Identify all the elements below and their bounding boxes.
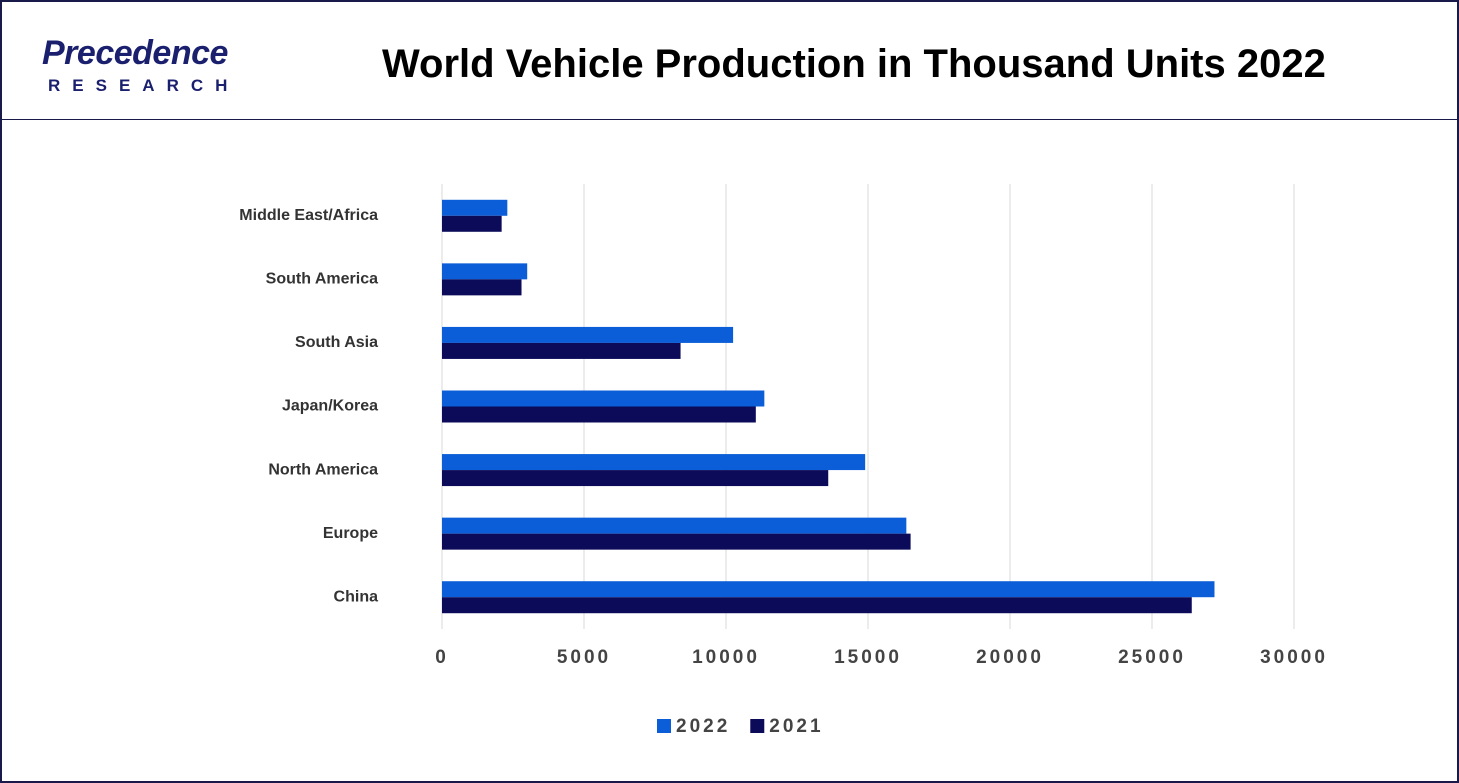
y-tick-label: Europe <box>323 525 378 542</box>
legend-swatch <box>750 719 765 733</box>
bar <box>442 263 528 280</box>
legend-label: 2021 <box>769 716 823 737</box>
bar <box>442 470 829 487</box>
legend-label: 2022 <box>676 716 730 737</box>
legend-swatch <box>657 719 671 733</box>
bar <box>442 390 765 407</box>
x-tick-label: 20000 <box>976 647 1044 668</box>
y-tick-label: North America <box>268 461 378 478</box>
x-tick-label: 10000 <box>692 647 760 668</box>
bar <box>442 279 522 296</box>
x-tick-label: 25000 <box>1118 647 1186 668</box>
bar <box>442 406 756 423</box>
x-tick-label: 15000 <box>834 647 902 668</box>
bar <box>442 342 681 359</box>
bar <box>442 597 1192 614</box>
y-tick-label: South Asia <box>295 334 378 351</box>
y-tick-label: South America <box>266 271 378 288</box>
x-tick-label: 5000 <box>557 647 611 668</box>
bar <box>442 454 866 471</box>
bar <box>442 533 911 550</box>
bar <box>442 517 907 534</box>
logo: Precedence <box>42 34 228 72</box>
y-tick-label: Middle East/Africa <box>239 207 378 224</box>
bar <box>442 326 734 343</box>
bar <box>442 199 508 216</box>
bar <box>442 581 1215 598</box>
x-tick-label: 0 <box>435 647 449 668</box>
y-tick-label: Japan/Korea <box>282 398 378 415</box>
chart-title: World Vehicle Production in Thousand Uni… <box>382 42 1326 86</box>
bar <box>442 215 502 232</box>
x-tick-label: 30000 <box>1260 647 1328 668</box>
logo-subtitle: RESEARCH <box>48 76 240 95</box>
header: Precedence RESEARCH World Vehicle Produc… <box>2 2 1457 120</box>
y-tick-label: China <box>334 588 379 605</box>
